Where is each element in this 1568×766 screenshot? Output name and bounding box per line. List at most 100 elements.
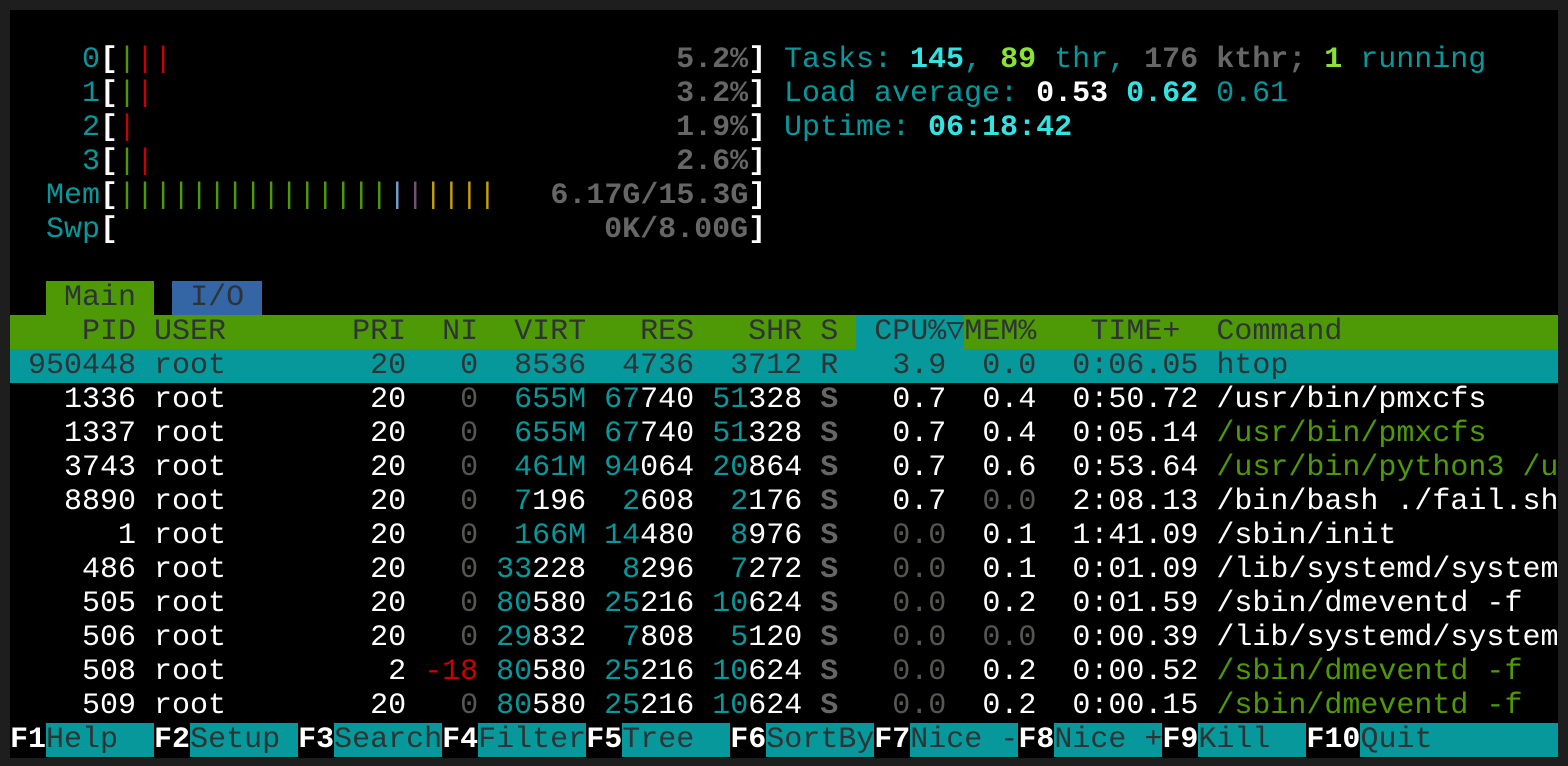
res-cell-high: 25 [604, 587, 641, 621]
process-row[interactable]: 486 root 20 0 33228 8296 7272 S 0.0 0.1 … [10, 553, 1558, 587]
user-cell: root [154, 621, 317, 655]
function-key-label: Setup [190, 723, 299, 757]
column-header-command[interactable]: Command [1216, 315, 1343, 349]
meter-bar-green: | [208, 179, 227, 213]
column-header-ni[interactable]: NI [406, 315, 479, 349]
process-row[interactable]: 508 root 2 -18 80580 25216 10624 S 0.0 0… [10, 655, 1558, 689]
state-cell: S [820, 417, 839, 451]
spacer [802, 689, 820, 723]
process-row[interactable]: 505 root 20 0 80580 25216 10624 S 0.0 0.… [10, 587, 1558, 621]
priority-cell: 20 [316, 689, 407, 723]
virt-cell: 80580 [478, 689, 586, 723]
cpu-cell: 3.9 [838, 349, 947, 383]
function-key-nice[interactable]: F8Nice + [1018, 723, 1163, 757]
cpu-cell: 0.0 [838, 689, 947, 723]
time-cell: 0:00.39 [1036, 621, 1199, 655]
cpu-cell: 0.0 [838, 621, 947, 655]
meter-label: 1 [10, 77, 101, 111]
column-header-shr[interactable]: SHR [694, 315, 803, 349]
pid-cell: 1 [10, 519, 137, 553]
function-key-setup[interactable]: F2Setup [154, 723, 299, 757]
column-header-mem[interactable]: MEM% [964, 315, 1037, 349]
meter-value: 0K/8.00G [604, 213, 749, 247]
bracket-open: [ [100, 213, 119, 247]
column-header-pri[interactable]: PRI [316, 315, 407, 349]
spacer [586, 655, 604, 689]
process-row[interactable]: 1337 root 20 0 655M 67740 51328 S 0.7 0.… [10, 417, 1558, 451]
function-key-label: Quit [1360, 723, 1558, 757]
meter-bar-red: | [118, 111, 137, 145]
function-key-label: Search [334, 723, 443, 757]
process-row[interactable]: 1 root 20 0 166M 14480 8976 S 0.0 0.1 1:… [10, 519, 1558, 553]
mem-cell: 0.6 [964, 451, 1037, 485]
spacer [838, 315, 856, 349]
function-key-kill[interactable]: F9Kill [1162, 723, 1307, 757]
process-row[interactable]: 950448 root 20 0 8536 4736 3712 R 3.9 0.… [10, 349, 1558, 383]
function-key-search[interactable]: F3Search [298, 723, 443, 757]
meter-value: 3.2% [676, 77, 749, 111]
tab-io[interactable]: I/O [172, 281, 263, 315]
res-cell: 25216 [586, 655, 694, 689]
function-key-label: Tree [622, 723, 731, 757]
priority-cell: 20 [316, 451, 407, 485]
process-row[interactable]: 3743 root 20 0 461M 94064 20864 S 0.7 0.… [10, 451, 1558, 485]
res-cell-high: 25 [604, 689, 641, 723]
column-header-time[interactable]: TIME+ [1036, 315, 1217, 349]
nice-cell: 0 [406, 417, 479, 451]
function-key-filter[interactable]: F4Filter [442, 723, 587, 757]
spacer [1198, 451, 1216, 485]
swap-meter: Swp[ 0K/8.00G] [10, 213, 766, 247]
function-key-help[interactable]: F1Help [10, 723, 155, 757]
column-header-s[interactable]: S [802, 315, 839, 349]
column-header-cpu[interactable]: CPU%▽ [856, 315, 965, 349]
res-cell-low: 480 [640, 519, 695, 553]
virt-cell: 8536 [478, 349, 586, 383]
spacer [802, 519, 820, 553]
function-key-sortby[interactable]: F6SortBy [730, 723, 875, 757]
function-key-label: SortBy [766, 723, 875, 757]
tab-main[interactable]: Main [46, 281, 155, 315]
shr-cell: 3712 [694, 349, 802, 383]
spacer [136, 587, 154, 621]
shr-cell-low: 120 [748, 621, 803, 655]
process-row[interactable]: 1336 root 20 0 655M 67740 51328 S 0.7 0.… [10, 383, 1558, 417]
time-cell: 0:50.72 [1036, 383, 1199, 417]
function-key-label: Kill [1198, 723, 1307, 757]
shr-cell-high: 51 [712, 383, 749, 417]
time-cell: 0:05.14 [1036, 417, 1199, 451]
priority-cell: 20 [316, 349, 407, 383]
process-row[interactable]: 509 root 20 0 80580 25216 10624 S 0.0 0.… [10, 689, 1558, 723]
meter-bar-green: | [118, 43, 137, 77]
mem-cell: 0.2 [964, 655, 1037, 689]
process-row[interactable]: 506 root 20 0 29832 7808 5120 S 0.0 0.0 … [10, 621, 1558, 655]
spacer [154, 145, 676, 179]
tasks-comma: , [964, 43, 983, 77]
function-key-tree[interactable]: F5Tree [586, 723, 731, 757]
spacer [136, 485, 154, 519]
meter-bar-green: | [190, 179, 209, 213]
column-header-res[interactable]: RES [586, 315, 695, 349]
spacer [136, 519, 154, 553]
meter-label: 0 [10, 43, 101, 77]
spacer [1198, 621, 1216, 655]
meter-bar-green: | [334, 179, 353, 213]
spacer [802, 485, 820, 519]
column-header-user[interactable]: USER [154, 315, 317, 349]
user-cell: root [154, 451, 317, 485]
state-cell: S [820, 451, 839, 485]
meter-label: Mem [10, 179, 101, 213]
function-key-quit[interactable]: F10Quit [1306, 723, 1558, 757]
spacer [136, 111, 676, 145]
column-header-pid[interactable]: PID [10, 315, 137, 349]
bracket-close: ] [748, 77, 767, 111]
column-header-virt[interactable]: VIRT [478, 315, 587, 349]
res-cell-low: 740 [640, 383, 695, 417]
res-cell: 4736 [586, 349, 694, 383]
tasks-total: 145 [910, 43, 965, 77]
function-key-nice[interactable]: F7Nice - [874, 723, 1019, 757]
virt-cell: 80580 [478, 587, 586, 621]
spacer [136, 383, 154, 417]
meter-bar-green: | [262, 179, 281, 213]
shr-cell-low: 328 [748, 417, 803, 451]
process-row[interactable]: 8890 root 20 0 7196 2608 2176 S 0.7 0.0 … [10, 485, 1558, 519]
